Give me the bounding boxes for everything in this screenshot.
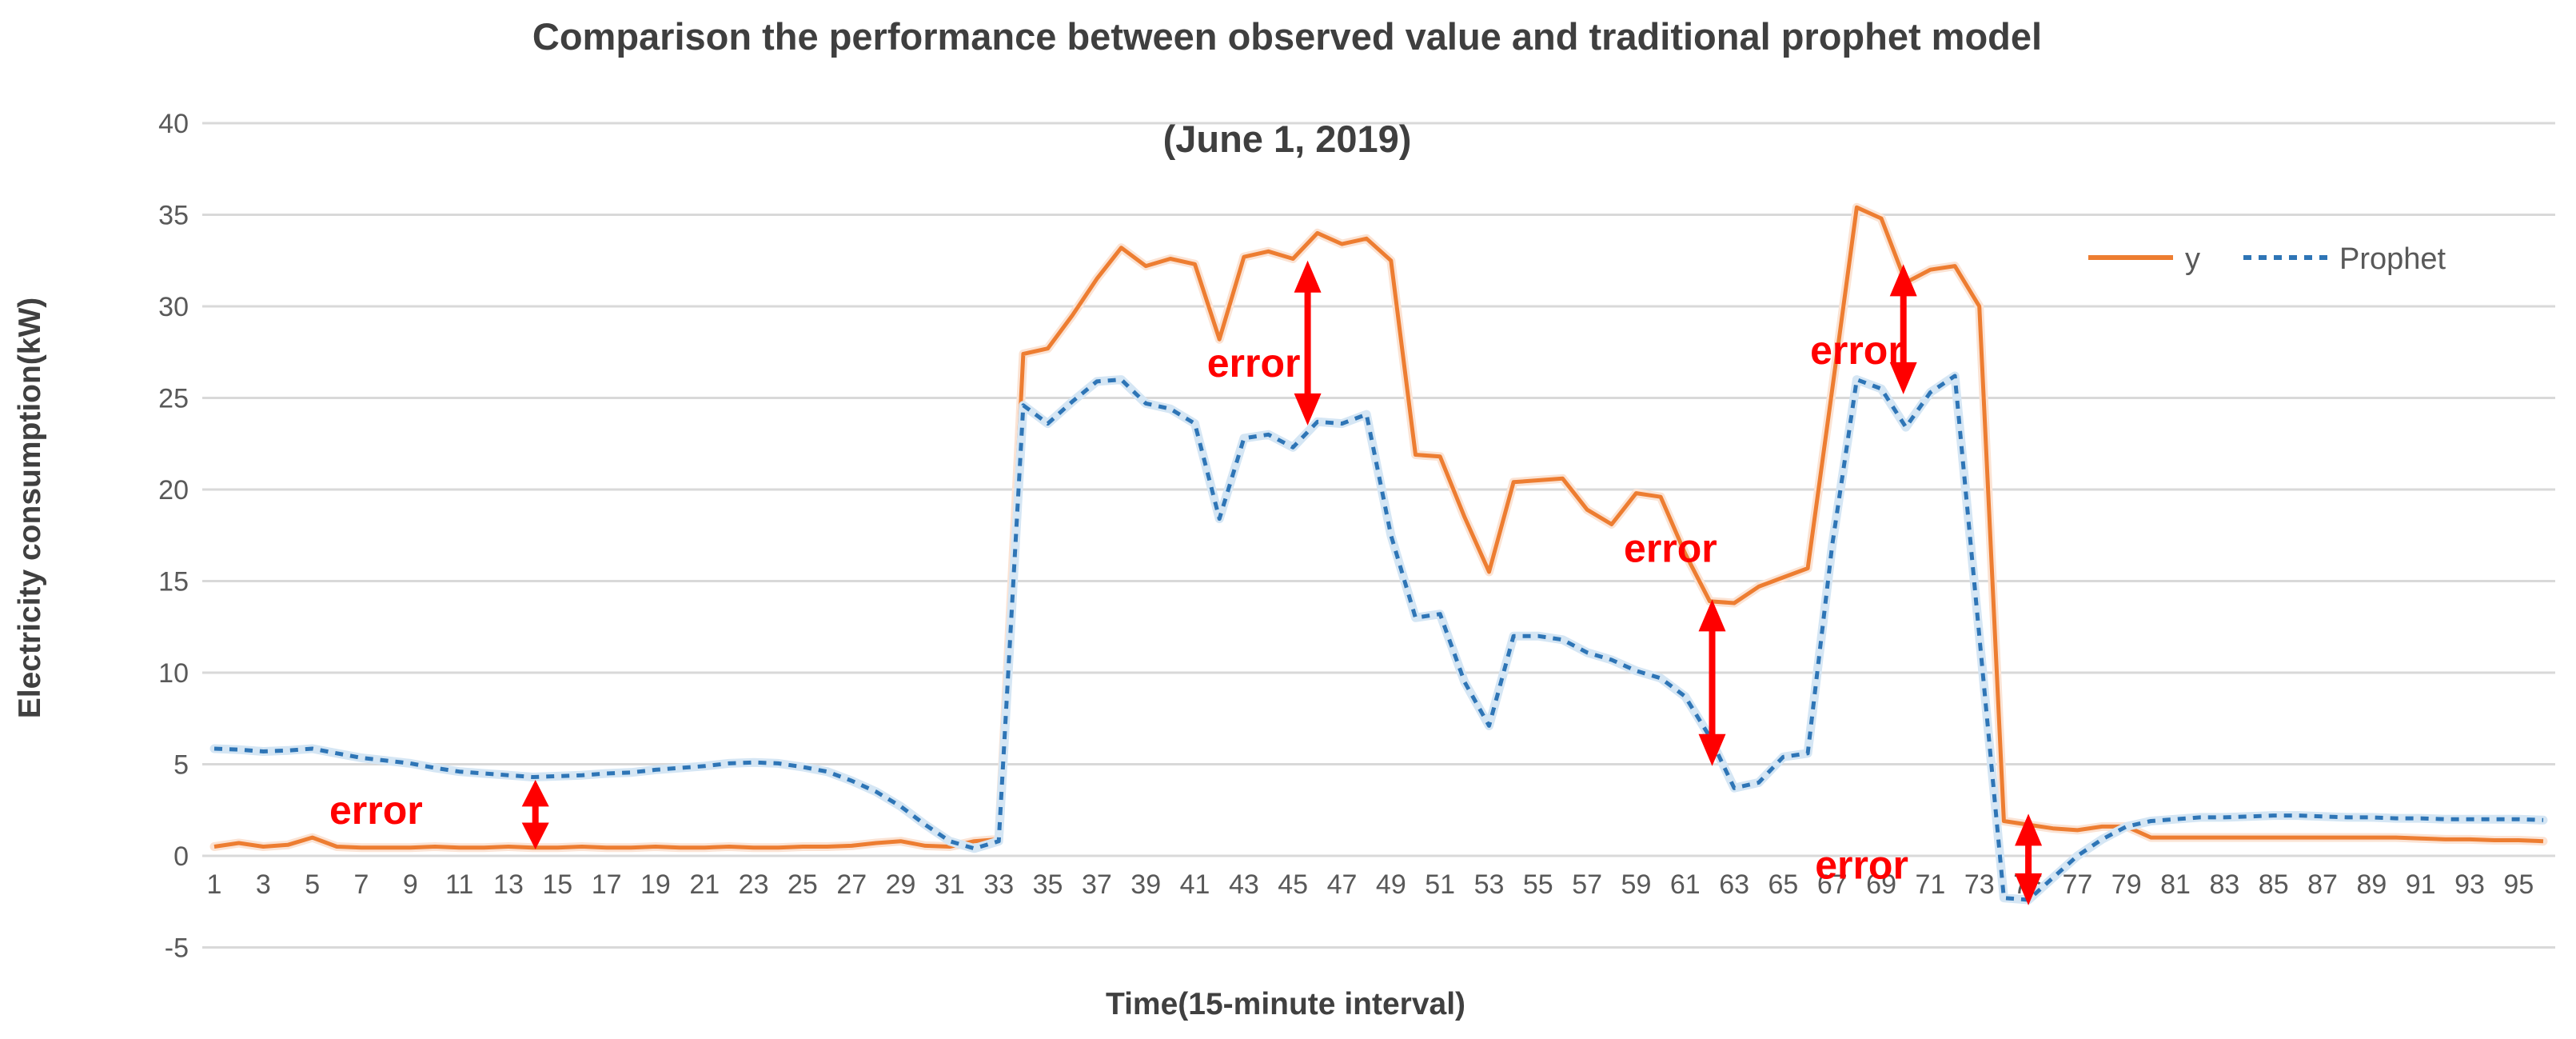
x-tick-label: 15 <box>542 869 572 900</box>
series-halo-Prophet <box>209 371 2548 905</box>
x-tick-label: 67 <box>1817 869 1848 900</box>
chart-subtitle: (June 1, 2019) <box>1163 118 1412 160</box>
x-tick-label: 41 <box>1180 869 1210 900</box>
x-tick-label: 25 <box>788 869 818 900</box>
x-tick-label: 17 <box>592 869 622 900</box>
error-arrow-head-down <box>1698 733 1726 766</box>
x-tick-label: 7 <box>354 869 369 900</box>
x-tick-label: 65 <box>1769 869 1799 900</box>
x-tick-label: 27 <box>836 869 867 900</box>
error-arrow-head-up <box>1698 599 1726 632</box>
y-axis-title: Electricity consumption(kW) <box>13 298 47 719</box>
y-tick-label: 15 <box>158 567 189 597</box>
series-lines <box>209 202 2548 905</box>
error-arrow-head-down <box>2015 873 2043 905</box>
error-label: error <box>1810 328 1904 373</box>
x-tick-label: 77 <box>2062 869 2092 900</box>
x-tick-label: 13 <box>493 869 524 900</box>
x-tick-label: 39 <box>1130 869 1161 900</box>
x-tick-label: 35 <box>1033 869 1063 900</box>
y-tick-label: 20 <box>158 475 189 506</box>
x-tick-label: 11 <box>445 869 473 900</box>
x-tick-label: 61 <box>1670 869 1701 900</box>
x-tick-label: 81 <box>2160 869 2191 900</box>
series-line-Prophet <box>213 374 2544 902</box>
x-tick-label: 47 <box>1327 869 1358 900</box>
x-tick-label: 53 <box>1474 869 1505 900</box>
x-tick-label: 3 <box>256 869 271 900</box>
x-axis-title: Time(15-minute interval) <box>1106 987 1465 1021</box>
x-tick-label: 49 <box>1376 869 1406 900</box>
x-tick-label: 29 <box>886 869 916 900</box>
x-tick-label: 31 <box>935 869 965 900</box>
y-tick-label: 0 <box>173 841 189 872</box>
y-tick-label: -5 <box>165 933 189 964</box>
x-tick-label: 9 <box>403 869 418 900</box>
x-tick-label: 79 <box>2111 869 2142 900</box>
x-tick-label: 73 <box>1964 869 1995 900</box>
x-tick-label: 95 <box>2503 869 2534 900</box>
x-tick-label: 59 <box>1621 869 1652 900</box>
error-label: error <box>329 788 423 833</box>
y-tick-label: 10 <box>158 658 189 689</box>
y-tick-label: 40 <box>158 109 189 139</box>
y-tick-label: 25 <box>158 384 189 414</box>
x-tick-label: 37 <box>1082 869 1112 900</box>
series-halo-y <box>209 202 2548 853</box>
x-tick-label: 45 <box>1278 869 1308 900</box>
y-axis-tick-labels: -5 0 5 10 15 20 25 30 35 40 <box>158 109 189 964</box>
x-tick-label: 91 <box>2406 869 2436 900</box>
x-tick-label: 71 <box>1916 869 1946 900</box>
x-tick-label: 1 <box>207 869 222 900</box>
x-tick-label: 87 <box>2307 869 2338 900</box>
error-arrow-head-up <box>521 779 549 807</box>
error-label: error <box>1624 525 1717 570</box>
x-tick-label: 63 <box>1719 869 1749 900</box>
x-tick-label: 51 <box>1425 869 1455 900</box>
error-arrow-head-down <box>1294 393 1322 426</box>
x-tick-label: 83 <box>2209 869 2239 900</box>
x-tick-label: 33 <box>983 869 1014 900</box>
x-tick-label: 69 <box>1866 869 1896 900</box>
y-tick-label: 30 <box>158 292 189 322</box>
error-arrow-head-up <box>1889 264 1917 297</box>
legend-prophet-label: Prophet <box>2339 242 2446 276</box>
x-tick-label: 21 <box>689 869 720 900</box>
x-tick-label: 57 <box>1572 869 1602 900</box>
error-arrow-head-down <box>521 822 549 849</box>
x-tick-label: 43 <box>1229 869 1259 900</box>
chart-title: Comparison the performance between obser… <box>532 15 2042 58</box>
series-line-y <box>213 205 2544 850</box>
error-label: error <box>1207 341 1301 386</box>
error-label: error <box>1815 842 1908 887</box>
legend: y Prophet <box>2088 242 2446 276</box>
x-tick-label: 85 <box>2259 869 2289 900</box>
error-arrow-head-up <box>1294 260 1322 293</box>
error-annotations: error error error error error <box>329 260 2043 905</box>
x-axis-tick-labels: 1 3 5 7 9 11 13 15 17 19 21 23 25 27 29 31 33 35 37 39 41 43 4… <box>207 869 2534 900</box>
x-tick-label: 19 <box>640 869 671 900</box>
x-tick-label: 93 <box>2454 869 2485 900</box>
error-arrow-head-up <box>2015 813 2043 846</box>
legend-y-label: y <box>2185 242 2200 276</box>
x-tick-label: 23 <box>739 869 769 900</box>
x-tick-label: 55 <box>1523 869 1553 900</box>
x-tick-label: 89 <box>2356 869 2387 900</box>
error-arrow-head-down <box>1889 362 1917 394</box>
y-tick-label: 5 <box>173 750 189 781</box>
x-tick-label: 5 <box>305 869 320 900</box>
y-tick-label: 35 <box>158 201 189 231</box>
